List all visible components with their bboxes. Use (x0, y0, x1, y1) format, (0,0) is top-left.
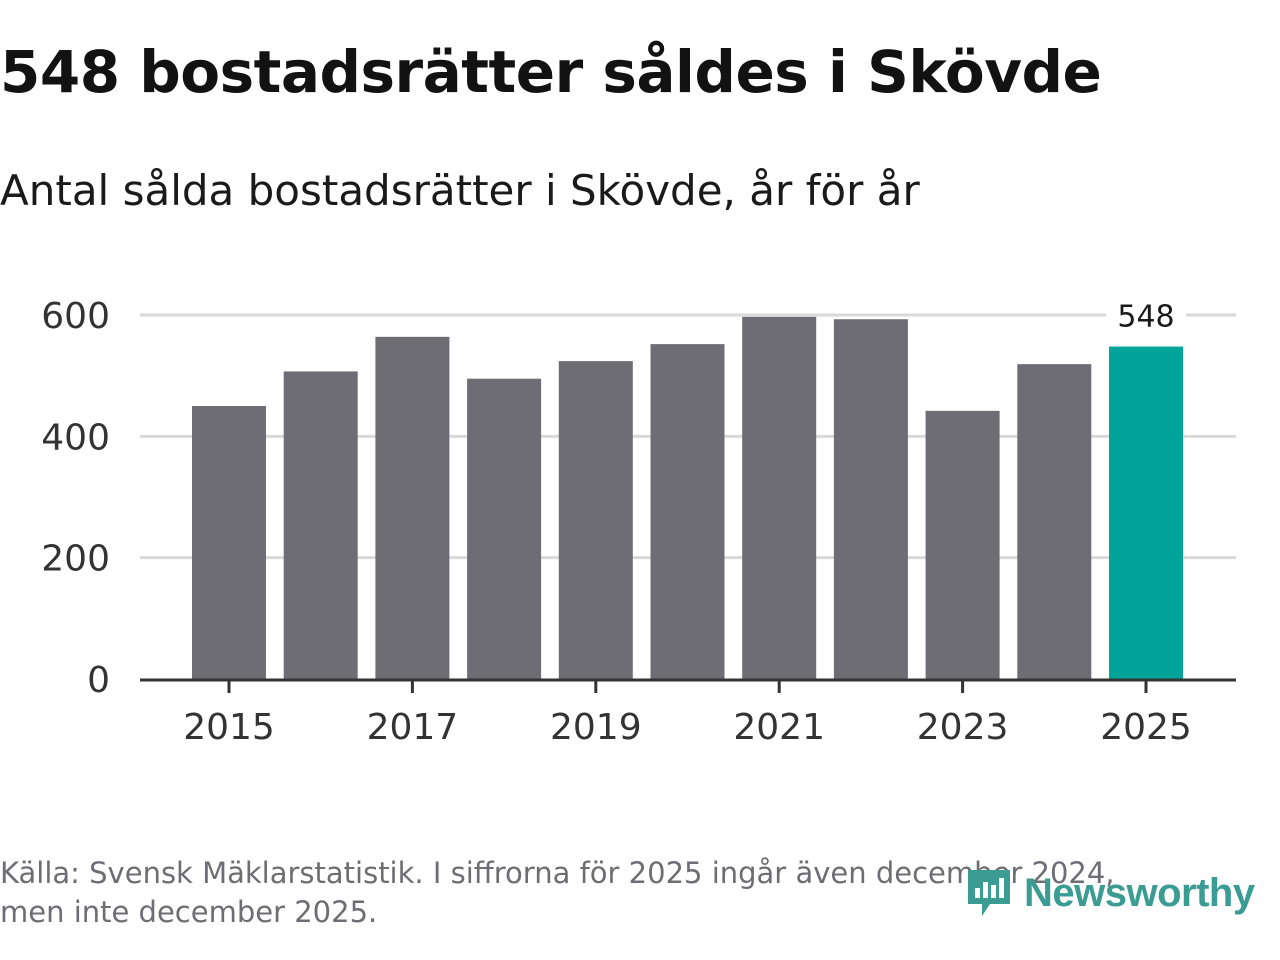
x-tick-label-2019: 2019 (550, 707, 642, 748)
newsworthy-logo-icon (968, 870, 1010, 916)
logo-text: Newsworthy (1024, 870, 1255, 915)
bar-2022 (833, 319, 908, 679)
bar-2025 (1109, 346, 1183, 679)
x-tick-label-2017: 2017 (367, 707, 459, 748)
chart-subtitle: Antal sålda bostadsrätter i Skövde, år f… (0, 166, 920, 215)
y-tick-label-0: 0 (87, 660, 110, 701)
x-tick-label-2015: 2015 (183, 707, 275, 748)
annotation-background (1106, 296, 1186, 335)
x-tick-label-2023: 2023 (917, 707, 1009, 748)
bar-2020 (650, 344, 725, 679)
bar-chart: 0 200 400 600 2015 2017 2019 2021 2023 2025 548 (41, 296, 1236, 748)
bar-2017 (375, 336, 450, 679)
y-tick-label-400: 400 (41, 417, 110, 458)
bar-2023 (925, 410, 1000, 679)
bar-2016 (283, 371, 358, 679)
source-note-line-2: men inte december 2025. (0, 895, 378, 929)
bar-2015 (192, 406, 266, 679)
bar-2018 (467, 378, 542, 679)
bar-2021 (742, 316, 817, 679)
x-tick-label-2025: 2025 (1100, 707, 1192, 748)
bar-2024 (1017, 364, 1092, 679)
chart-title: 548 bostadsrätter såldes i Skövde (0, 38, 1102, 106)
source-note: Källa: Svensk Mäklarstatistik. I siffror… (0, 854, 1230, 932)
source-note-line-1: Källa: Svensk Mäklarstatistik. I siffror… (0, 856, 1115, 890)
newsworthy-logo: Newsworthy (964, 866, 1255, 920)
bar-2019 (558, 361, 633, 679)
y-tick-label-200: 200 (41, 539, 110, 580)
y-tick-label-600: 600 (41, 296, 110, 337)
annotation-label-2025: 548 (1117, 300, 1174, 335)
x-tick-label-2021: 2021 (733, 707, 825, 748)
